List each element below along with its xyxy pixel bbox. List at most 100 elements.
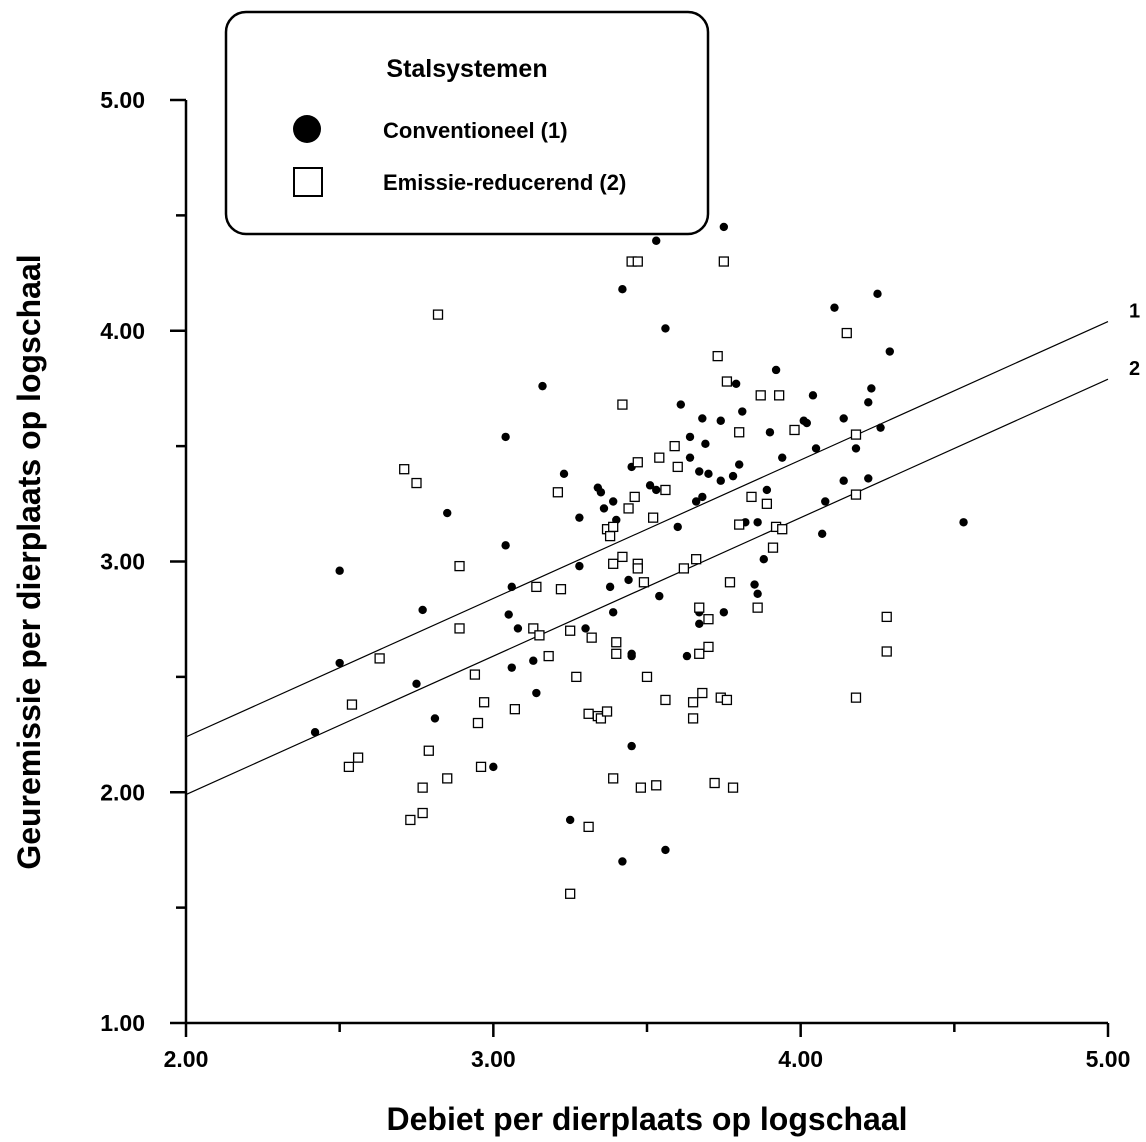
data-point-conventioneel [335,566,344,575]
data-point-conventioneel [608,608,618,617]
data-point-emissie-reducerend [638,577,650,588]
data-point-emissie-reducerend [374,653,385,664]
data-point-conventioneel [821,497,830,506]
data-point-conventioneel [839,414,848,423]
data-point-emissie-reducerend [623,503,634,514]
regression-line-label: 1 [1129,301,1140,323]
data-point-emissie-reducerend [469,669,481,680]
data-point-conventioneel [575,513,584,522]
data-point-conventioneel [661,845,670,855]
y-tick-label: 1.00 [100,1010,145,1036]
data-point-conventioneel [627,649,636,658]
data-point-conventioneel [627,741,636,751]
data-point-conventioneel [507,663,516,672]
data-point-emissie-reducerend [724,577,736,588]
data-point-conventioneel [808,391,818,400]
data-point-conventioneel [682,651,692,661]
data-point-conventioneel [959,518,968,527]
data-point-emissie-reducerend [635,782,647,793]
data-point-emissie-reducerend [343,761,355,773]
data-point-conventioneel [504,610,513,619]
data-point-emissie-reducerend [774,390,785,401]
data-point-emissie-reducerend [697,687,708,699]
data-point-emissie-reducerend [632,457,643,468]
data-point-emissie-reducerend [534,630,545,641]
data-point-emissie-reducerend [411,477,422,489]
x-tick-label: 5.00 [1086,1046,1131,1072]
data-point-conventioneel [655,591,664,601]
data-point-emissie-reducerend [752,602,763,613]
data-point-conventioneel [759,554,768,564]
data-point-conventioneel [443,508,452,518]
data-point-emissie-reducerend [543,650,554,662]
data-point-conventioneel [652,236,661,245]
data-point-conventioneel [802,418,812,428]
data-point-emissie-reducerend [432,309,444,320]
data-point-conventioneel [695,619,704,629]
data-point-emissie-reducerend [721,376,733,387]
data-point-conventioneel [830,303,839,312]
data-point-emissie-reducerend [604,530,616,542]
x-tick-label: 4.00 [778,1046,823,1072]
data-point-emissie-reducerend [478,697,490,708]
data-point-emissie-reducerend [641,671,653,683]
data-point-emissie-reducerend [660,484,671,496]
data-point-conventioneel [851,444,861,453]
data-point-emissie-reducerend [399,464,410,475]
data-point-emissie-reducerend [565,625,576,636]
regression-line-1 [186,320,1109,738]
data-point-conventioneel [608,497,618,506]
regression-line-labels: 12 [1129,301,1140,381]
data-point-conventioneel [559,469,569,479]
data-point-emissie-reducerend [475,761,487,773]
x-tick-label: 3.00 [471,1046,516,1072]
data-point-emissie-reducerend [565,888,576,899]
data-point-emissie-reducerend [454,560,465,572]
y-tick-label: 3.00 [100,549,145,575]
data-point-conventioneel [532,688,541,698]
data-point-conventioneel [529,656,538,665]
data-point-emissie-reducerend [703,641,714,653]
data-point-conventioneel [430,714,440,723]
data-point-emissie-reducerend [509,704,520,715]
data-point-conventioneel [864,474,873,483]
data-point-emissie-reducerend [789,424,800,436]
data-point-conventioneel [501,541,510,550]
data-point-emissie-reducerend [850,489,862,500]
data-point-emissie-reducerend [881,646,892,657]
data-point-emissie-reducerend [709,777,720,789]
data-point-emissie-reducerend [528,623,539,634]
data-point-emissie-reducerend [647,512,659,523]
data-point-conventioneel [673,522,682,532]
data-point-conventioneel [538,381,547,391]
data-point-conventioneel [778,453,787,462]
data-point-conventioneel [691,497,701,506]
data-point-emissie-reducerend [629,491,640,503]
data-point-emissie-reducerend [694,648,705,659]
x-axis-title: Debiet per dierplaats op logschaal [386,1101,907,1137]
data-point-emissie-reducerend [767,542,779,553]
data-point-conventioneel [753,589,762,599]
data-point-emissie-reducerend [734,427,745,438]
data-point-emissie-reducerend [660,694,671,706]
data-point-emissie-reducerend [687,713,699,724]
data-point-emissie-reducerend [531,581,542,593]
data-point-conventioneel [716,476,725,485]
data-point-emissie-reducerend [555,584,567,595]
data-point-emissie-reducerend [669,440,680,452]
data-point-conventioneel [645,481,655,490]
data-point-conventioneel [719,608,729,617]
data-point-conventioneel [605,582,615,592]
data-point-emissie-reducerend [672,461,683,473]
data-point-conventioneel [728,471,738,481]
data-point-conventioneel [418,605,427,615]
data-point-emissie-reducerend [352,752,364,763]
data-point-conventioneel [817,529,827,539]
x-tick-label: 2.00 [164,1046,209,1072]
data-point-emissie-reducerend [617,551,628,563]
data-point-emissie-reducerend [611,648,622,659]
data-point-emissie-reducerend [571,671,582,683]
data-point-conventioneel [575,561,584,571]
data-point-emissie-reducerend [694,602,705,613]
data-point-conventioneel [624,575,633,585]
